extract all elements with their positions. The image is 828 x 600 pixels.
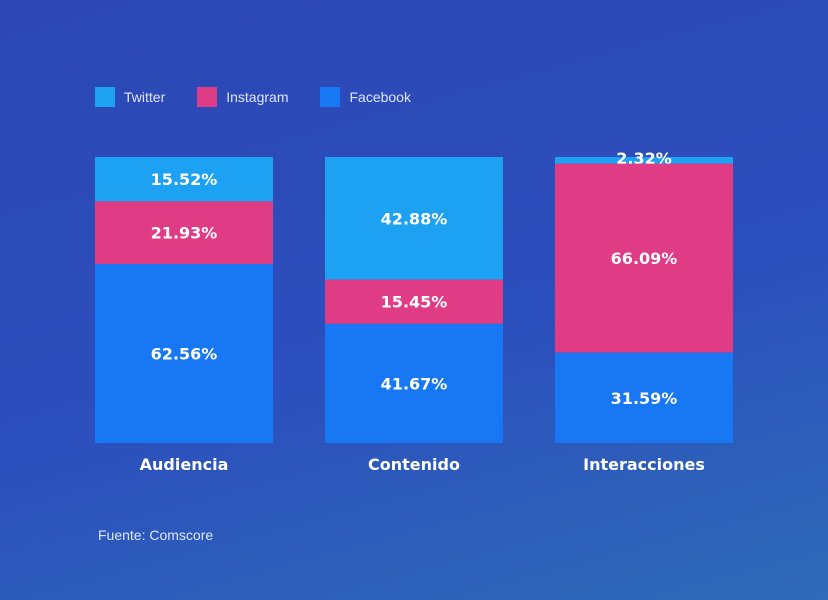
- bar-segment-facebook-audiencia: [95, 264, 273, 443]
- category-label-interacciones: Interacciones: [583, 455, 705, 474]
- bar-segment-twitter-audiencia: [95, 157, 273, 202]
- data-label-facebook-interacciones: 31.59%: [611, 389, 678, 408]
- bar-segment-facebook-interacciones: [555, 352, 733, 443]
- legend-swatch-instagram: [197, 87, 218, 107]
- legend-swatch-facebook: [320, 87, 341, 107]
- source-note: Fuente: Comscore: [98, 527, 214, 543]
- data-label-instagram-contenido: 15.45%: [381, 293, 448, 312]
- bar-segment-instagram-audiencia: [95, 201, 273, 265]
- data-label-instagram-audiencia: 21.93%: [151, 224, 218, 243]
- data-label-facebook-contenido: 41.67%: [381, 374, 448, 393]
- bar-segment-instagram-contenido: [325, 279, 503, 324]
- legend-item-twitter: Twitter: [95, 87, 165, 107]
- chart-legend: Twitter Instagram Facebook: [95, 87, 443, 107]
- bar-segment-facebook-contenido: [325, 323, 503, 443]
- data-label-twitter-audiencia: 15.52%: [151, 170, 218, 189]
- category-label-contenido: Contenido: [368, 455, 460, 474]
- bar-segment-twitter-interacciones: [555, 157, 733, 164]
- category-label-audiencia: Audiencia: [140, 455, 229, 474]
- legend-label-facebook: Facebook: [349, 89, 411, 105]
- data-label-facebook-audiencia: 62.56%: [151, 345, 218, 364]
- data-label-instagram-interacciones: 66.09%: [611, 249, 678, 268]
- legend-swatch-twitter: [95, 87, 115, 107]
- bar-segment-instagram-interacciones: [555, 163, 733, 353]
- legend-item-facebook: Facebook: [320, 87, 411, 107]
- legend-label-twitter: Twitter: [124, 89, 166, 105]
- data-label-twitter-interacciones: 2.32%: [616, 149, 672, 168]
- data-label-twitter-contenido: 42.88%: [381, 209, 448, 228]
- legend-label-instagram: Instagram: [226, 89, 289, 105]
- legend-item-instagram: Instagram: [197, 87, 288, 107]
- bar-segment-twitter-contenido: [325, 157, 503, 280]
